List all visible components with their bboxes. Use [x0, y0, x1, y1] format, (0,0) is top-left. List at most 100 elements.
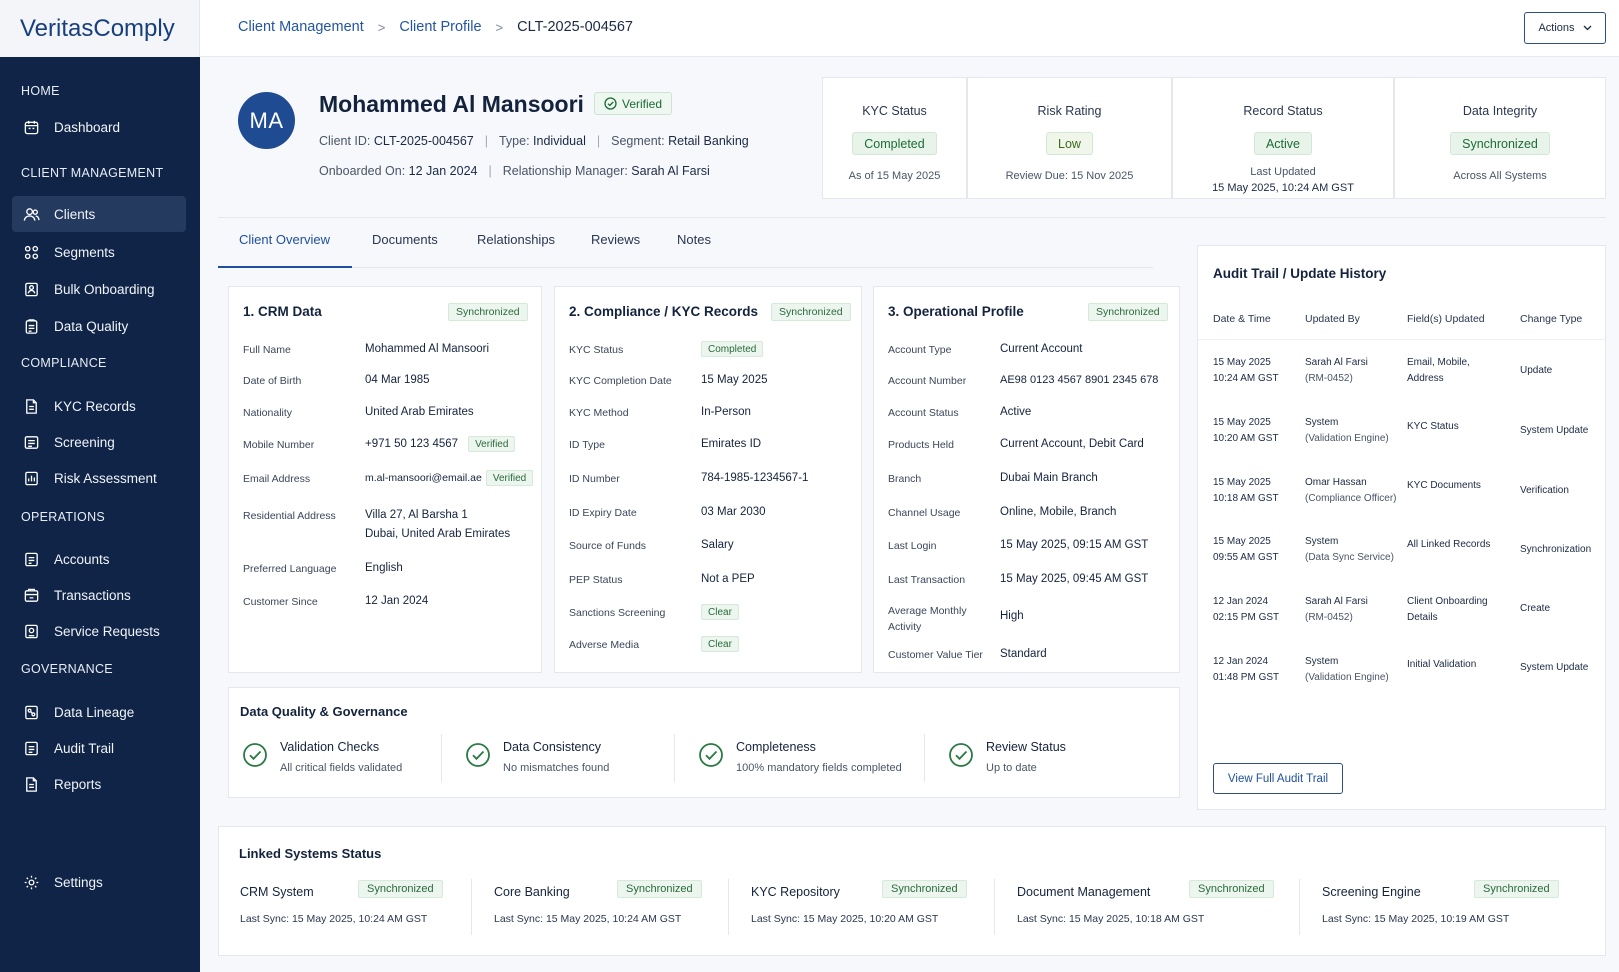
- dq-completeness: Completeness 100% mandatory fields comple…: [698, 740, 902, 774]
- linked-systems-panel: Linked Systems Status CRM System Synchro…: [218, 826, 1606, 956]
- sidebar-item-bulk-onboarding[interactable]: Bulk Onboarding: [12, 271, 186, 307]
- audit-trail-panel: Audit Trail / Update History Date & Time…: [1197, 245, 1606, 810]
- field-value: Emirates ID: [701, 438, 762, 450]
- field-value: Dubai Main Branch: [1000, 472, 1098, 484]
- sidebar-item-clients[interactable]: Clients: [12, 196, 186, 232]
- tab-documents[interactable]: Documents: [372, 232, 438, 247]
- audit-change-type: System Update: [1520, 662, 1589, 673]
- panel-title: 3. Operational Profile: [888, 304, 1024, 319]
- linked-system-screening-engine: Screening Engine Synchronized Last Sync:…: [1322, 880, 1559, 925]
- field-label: Residential Address: [243, 510, 336, 522]
- field-label: PEP Status: [569, 574, 623, 586]
- tab-client-overview[interactable]: Client Overview: [218, 232, 352, 268]
- segments-icon: [24, 245, 39, 259]
- sidebar-item-label: Dashboard: [54, 119, 121, 135]
- check-circle-icon: [699, 743, 723, 767]
- column-header: Updated By: [1305, 313, 1360, 325]
- gear-icon: [24, 875, 39, 889]
- tab-relationships[interactable]: Relationships: [477, 232, 556, 247]
- meta-separator: |: [596, 134, 601, 148]
- field-value: m.al-mansoori@email.ae: [365, 472, 482, 484]
- audit-date: 12 Jan 2024 01:48 PM GST: [1213, 654, 1279, 686]
- sidebar-item-dashboard[interactable]: Dashboard: [12, 109, 186, 145]
- sidebar-item-data-quality[interactable]: Data Quality: [12, 308, 186, 344]
- sync-badge: Synchronized: [1474, 880, 1559, 898]
- sync-badge: Synchronized: [882, 880, 967, 898]
- dq-review-status: Review Status Up to date: [948, 740, 1066, 774]
- field-value: Current Account, Debit Card: [1000, 438, 1144, 450]
- breadcrumb-client-profile[interactable]: Client Profile: [399, 19, 482, 35]
- field-label: Date of Birth: [243, 375, 302, 387]
- last-sync-text: Last Sync: 15 May 2025, 10:19 AM GST: [1322, 913, 1510, 925]
- audit-by-role: (Validation Engine): [1305, 433, 1389, 444]
- field-label: ID Number: [569, 473, 620, 485]
- field-label: Products Held: [888, 439, 954, 451]
- audit-time-line: 09:55 AM GST: [1213, 552, 1279, 563]
- divider: [441, 734, 442, 782]
- audit-fields: All Linked Records: [1407, 539, 1491, 550]
- document-icon: [26, 398, 37, 414]
- field-value: 12 Jan 2024: [365, 595, 429, 607]
- breadcrumb-client-management[interactable]: Client Management: [238, 19, 364, 35]
- status-card-sub: Review Due: 15 Nov 2025: [1005, 170, 1134, 182]
- field-value: 03 Mar 2030: [701, 506, 766, 518]
- field-label-line-1: Average Monthly: [888, 605, 967, 617]
- field-label: Last Transaction: [888, 574, 966, 586]
- audit-change-type: Create: [1520, 603, 1551, 614]
- sidebar-item-risk-assessment[interactable]: Risk Assessment: [12, 460, 186, 496]
- field-value: Online, Mobile, Branch: [1000, 506, 1117, 518]
- bulk-icon: [25, 282, 38, 296]
- status-card-risk: Risk Rating Low Review Due: 15 Nov 2025: [967, 77, 1172, 199]
- sidebar-item-reports[interactable]: Reports: [12, 766, 186, 802]
- audit-time-line: 10:18 AM GST: [1213, 493, 1279, 504]
- sidebar-item-accounts[interactable]: Accounts: [12, 541, 186, 577]
- status-card-sub: Last Updated 15 May 2025, 10:24 AM GST: [1173, 164, 1393, 196]
- brand-logo[interactable]: VeritasComply: [0, 0, 200, 57]
- calendar-icon: [24, 120, 39, 134]
- audit-change-type: Update: [1520, 365, 1553, 376]
- actions-button[interactable]: Actions: [1524, 12, 1606, 44]
- dq-title: Completeness: [736, 740, 816, 754]
- last-sync-text: Last Sync: 15 May 2025, 10:24 AM GST: [240, 913, 428, 925]
- audit-time-line: 01:48 PM GST: [1213, 672, 1280, 683]
- last-sync-text: Last Sync: 15 May 2025, 10:18 AM GST: [1017, 913, 1205, 925]
- verified-badge: Verified: [485, 470, 534, 487]
- tab-reviews[interactable]: Reviews: [591, 232, 641, 247]
- linked-system-name: CRM System: [240, 885, 314, 899]
- sync-badge: Synchronized: [358, 880, 443, 898]
- field-label: Preferred Language: [243, 563, 337, 575]
- sidebar-item-segments[interactable]: Segments: [12, 234, 186, 270]
- client-segment-label: Segment:: [611, 134, 665, 148]
- field-label: Customer Since: [243, 596, 318, 608]
- sidebar-item-data-lineage[interactable]: Data Lineage: [12, 694, 186, 730]
- view-full-audit-trail-button[interactable]: View Full Audit Trail: [1213, 763, 1343, 794]
- last-sync-text: Last Sync: 15 May 2025, 10:24 AM GST: [494, 913, 682, 925]
- status-card-value: Synchronized: [1450, 132, 1550, 155]
- tab-bar: Client Overview Documents Relationships …: [218, 232, 1153, 268]
- field-label: Full Name: [243, 344, 291, 356]
- client-name: Mohammed Al Mansoori: [319, 91, 584, 117]
- sidebar-item-service-requests[interactable]: Service Requests: [12, 613, 186, 649]
- sidebar-item-transactions[interactable]: Transactions: [12, 577, 186, 613]
- field-label: ID Expiry Date: [569, 507, 637, 519]
- sidebar-item-settings[interactable]: Settings: [12, 864, 186, 900]
- field-value: Standard: [1000, 648, 1047, 660]
- data-quality-panel: Data Quality & Governance Validation Che…: [228, 687, 1180, 798]
- status-card-sub-line: Last Updated: [1250, 166, 1316, 178]
- audit-fields: Initial Validation: [1407, 659, 1477, 670]
- sidebar-item-screening[interactable]: Screening: [12, 424, 186, 460]
- sidebar-item-label: Reports: [54, 776, 102, 792]
- status-card-title: Data Integrity: [1462, 104, 1538, 118]
- status-pill: Clear: [701, 635, 739, 652]
- sidebar-item-audit-trail[interactable]: Audit Trail: [12, 730, 186, 766]
- field-label-line-2: Activity: [888, 621, 922, 633]
- audit-date: 15 May 2025 09:55 AM GST: [1213, 534, 1279, 566]
- audit-by-line: System: [1305, 417, 1339, 428]
- field-value: In-Person: [701, 406, 751, 418]
- audit-by-line: Sarah Al Farsi: [1305, 596, 1368, 607]
- tab-notes[interactable]: Notes: [677, 232, 711, 247]
- sidebar-item-kyc-records[interactable]: KYC Records: [12, 388, 186, 424]
- field-value: Salary: [701, 539, 734, 551]
- audit-by-role: (Data Sync Service): [1305, 552, 1394, 563]
- status-pill: Clear: [701, 603, 739, 620]
